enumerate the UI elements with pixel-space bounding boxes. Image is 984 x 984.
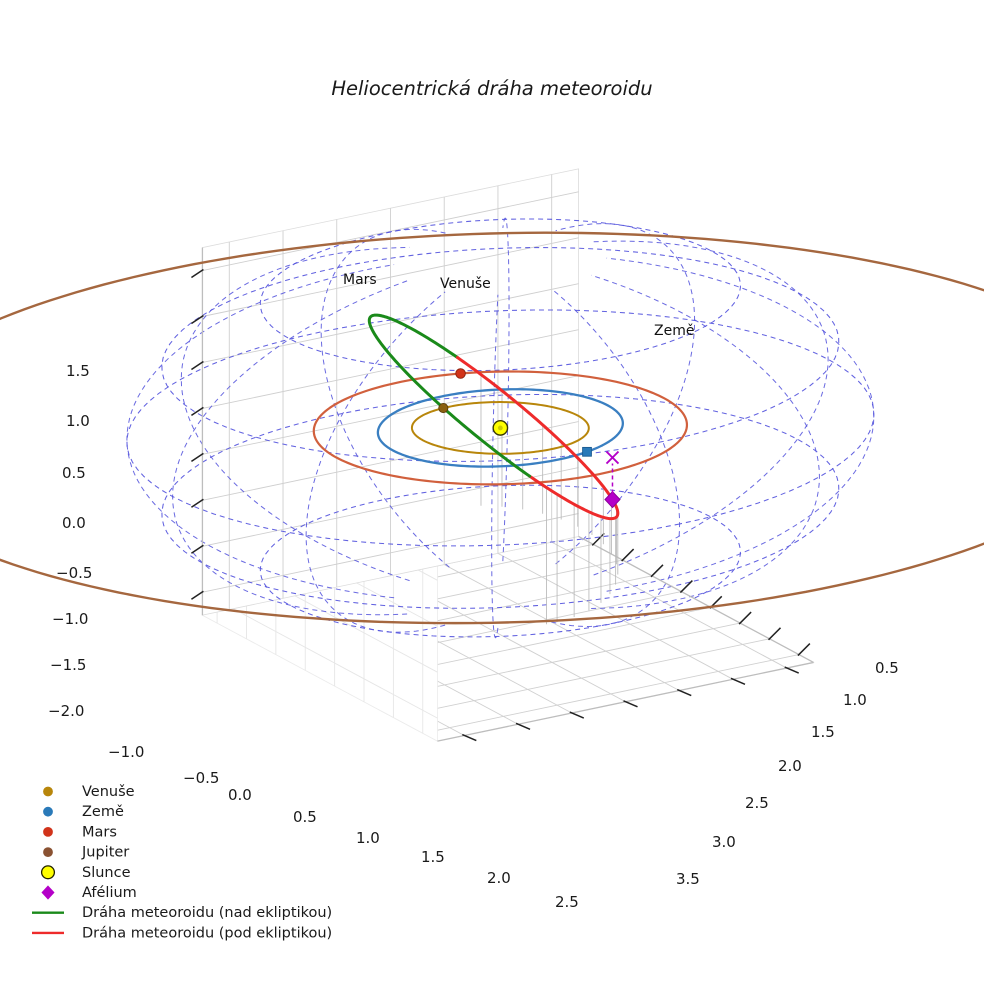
page-title: Heliocentrická dráha meteoroidu	[331, 77, 652, 100]
legend-dot-icon	[43, 827, 53, 837]
x-tick-label-4: 1.0	[356, 829, 380, 847]
z-tick-label-5: −1.0	[52, 610, 88, 628]
axes-panes	[201, 168, 815, 742]
legend-label: Dráha meteoroidu (pod ekliptikou)	[82, 925, 332, 941]
x-tick-label-6: 2.0	[487, 869, 511, 887]
x-tick-label-0: −1.0	[108, 743, 144, 761]
legend-dot-icon	[43, 806, 53, 817]
legend-label: Venuše	[82, 784, 135, 800]
y-tick-label-1: 1.0	[843, 691, 867, 709]
celestial-grid	[126, 217, 875, 639]
legend-label: Mars	[82, 824, 117, 840]
body-label-země: Země	[654, 323, 694, 339]
y-tick-label-0: 0.5	[875, 659, 899, 677]
legend-dot-icon	[43, 786, 53, 797]
legend-label: Jupiter	[81, 845, 129, 861]
x-tick-label-7: 2.5	[555, 893, 579, 911]
z-tick-label-3: 0.0	[62, 514, 86, 532]
z-tick-label-1: 1.0	[66, 412, 90, 430]
legend-diamond-icon	[41, 885, 55, 900]
x-tick-label-1: −0.5	[183, 769, 219, 787]
body-markers	[438, 368, 621, 509]
body-labels: Mars Venuše Země	[343, 272, 694, 339]
y-tick-label-6: 3.5	[676, 870, 700, 888]
legend-item-6[interactable]: Dráha meteoroidu (nad ekliptikou)	[32, 905, 332, 921]
legend-label: Země	[82, 804, 124, 820]
z-tick-label-2: 0.5	[62, 464, 86, 482]
z-tick-label-4: −0.5	[56, 564, 92, 582]
tick-labels: 1.5 1.0 0.5 0.0 −0.5 −1.0 −1.5 −2.0 −1.0 −0.5 0.0 0…	[48, 362, 899, 911]
body-label-mars: Mars	[343, 272, 377, 288]
legend-item-0[interactable]: Venuše	[43, 784, 135, 800]
legend[interactable]: Venuše Země Mars Jupiter Slunce Afélium Dráha …	[32, 784, 332, 941]
legend-item-1[interactable]: Země	[43, 804, 124, 820]
z-tick-label-0: 1.5	[66, 362, 90, 380]
body-label-venuše: Venuše	[440, 276, 491, 292]
legend-item-7[interactable]: Dráha meteoroidu (pod ekliptikou)	[32, 925, 332, 941]
legend-label: Dráha meteoroidu (nad ekliptikou)	[82, 905, 332, 921]
legend-dot-icon	[43, 847, 53, 857]
legend-sun-icon	[40, 865, 56, 880]
legend-item-4[interactable]: Slunce	[40, 865, 131, 881]
legend-item-5[interactable]: Afélium	[41, 885, 137, 901]
z-tick-label-6: −1.5	[50, 656, 86, 674]
legend-label: Slunce	[82, 865, 131, 881]
legend-item-3[interactable]: Jupiter	[43, 845, 130, 861]
x-tick-label-2: 0.0	[228, 786, 252, 804]
z-tick-label-7: −2.0	[48, 702, 84, 720]
legend-item-2[interactable]: Mars	[43, 824, 117, 840]
y-tick-label-2: 1.5	[811, 723, 835, 741]
y-tick-label-3: 2.0	[778, 757, 802, 775]
x-tick-label-5: 1.5	[421, 848, 445, 866]
legend-label: Afélium	[82, 885, 137, 901]
y-tick-label-5: 3.0	[712, 833, 736, 851]
x-tick-label-3: 0.5	[293, 808, 317, 826]
planet-orbits	[0, 231, 984, 625]
y-tick-label-4: 2.5	[745, 794, 769, 812]
axis-spines	[191, 247, 814, 742]
